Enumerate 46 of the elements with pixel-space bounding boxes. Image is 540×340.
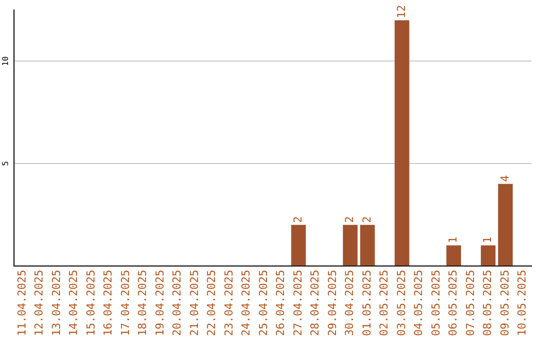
x-tick-label: 07.05.2025 [464,270,477,336]
x-tick-label: 23.04.2025 [222,270,236,336]
x-tick-label: 15.04.2025 [84,270,98,336]
x-tick-label: 17.04.2025 [118,270,132,336]
x-tick-label: 19.04.2025 [153,270,166,336]
x-tick-label: 28.04.2025 [308,270,322,336]
x-tick-label: 27.04.2025 [291,270,304,336]
data-label: 12 [394,4,408,18]
x-tick-label: 30.04.2025 [343,270,356,336]
x-tick-label: 02.05.2025 [378,270,391,336]
x-tick-label: 26.04.2025 [274,270,288,336]
data-label: 1 [481,236,494,244]
x-tick-label: 21.04.2025 [188,270,201,336]
x-tick-label: 13.04.2025 [50,270,63,336]
x-tick-label: 12.04.2025 [32,270,46,336]
x-tick-label: 22.04.2025 [205,270,218,336]
y-tick-label: 10 [1,56,10,66]
bar [446,245,462,266]
x-tick-label: 08.05.2025 [481,270,494,336]
data-label: 4 [498,174,512,182]
x-tick-label: 04.05.2025 [412,270,426,336]
x-tick-label: 05.05.2025 [429,270,442,336]
x-tick-label: 10.05.2025 [516,270,529,336]
x-tick-label: 25.04.2025 [256,270,270,336]
bar [480,245,496,266]
x-tick-label: 29.04.2025 [326,270,339,336]
x-tick-label: 18.04.2025 [136,270,150,336]
x-tick-label: 03.05.2025 [394,270,408,336]
data-label: 1 [446,236,460,244]
y-tick-label: 5 [1,160,10,166]
data-label: 2 [360,216,374,223]
x-tick-label: 09.05.2025 [498,270,512,336]
x-tick-label: 01.05.2025 [360,270,374,336]
bar [360,224,375,266]
data-label: 2 [291,216,304,223]
bar [498,184,513,266]
x-tick-label: 14.04.2025 [67,270,80,336]
bar [291,224,306,266]
bar [342,224,358,266]
x-tick-label: 20.04.2025 [170,270,184,336]
data-label: 2 [343,216,356,223]
x-tick-label: 16.04.2025 [102,270,115,336]
x-tick-label: 06.05.2025 [446,270,460,336]
x-tick-label: 24.04.2025 [240,270,253,336]
bar [394,20,410,266]
x-tick-label: 11.04.2025 [15,270,28,336]
